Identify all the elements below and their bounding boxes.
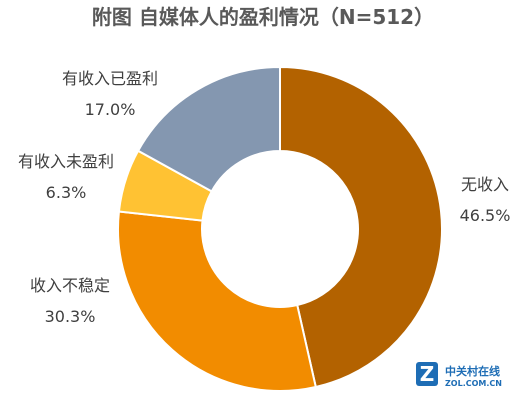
chart-title: 附图 自媒体人的盈利情况（N=512） <box>92 5 434 29</box>
donut-slice <box>117 210 317 392</box>
slice-label: 收入不稳定 <box>30 276 110 295</box>
slice-label: 有收入未盈利 <box>18 152 114 171</box>
slice-value-label: 17.0% <box>85 100 136 119</box>
watermark-site: ZOL.COM.CN <box>445 379 502 388</box>
zol-logo-letter: Z <box>420 362 435 386</box>
zol-logo-icon: Z <box>416 362 438 386</box>
slice-labels: 无收入 46.5% 收入不稳定 30.3% 有收入未盈利 6.3% 有收入已盈利 17.0% <box>18 69 510 326</box>
slice-label: 有收入已盈利 <box>62 69 158 88</box>
watermark-brand: 中关村在线 <box>445 364 500 378</box>
slice-label: 无收入 <box>461 175 509 194</box>
slice-value-label: 30.3% <box>45 307 96 326</box>
slice-value-label: 6.3% <box>46 183 87 202</box>
donut-slice <box>136 65 281 193</box>
watermark: Z 中关村在线 ZOL.COM.CN <box>416 362 502 388</box>
donut-slice <box>279 65 443 389</box>
slice-value-label: 46.5% <box>460 206 511 225</box>
donut-slices <box>117 65 443 392</box>
